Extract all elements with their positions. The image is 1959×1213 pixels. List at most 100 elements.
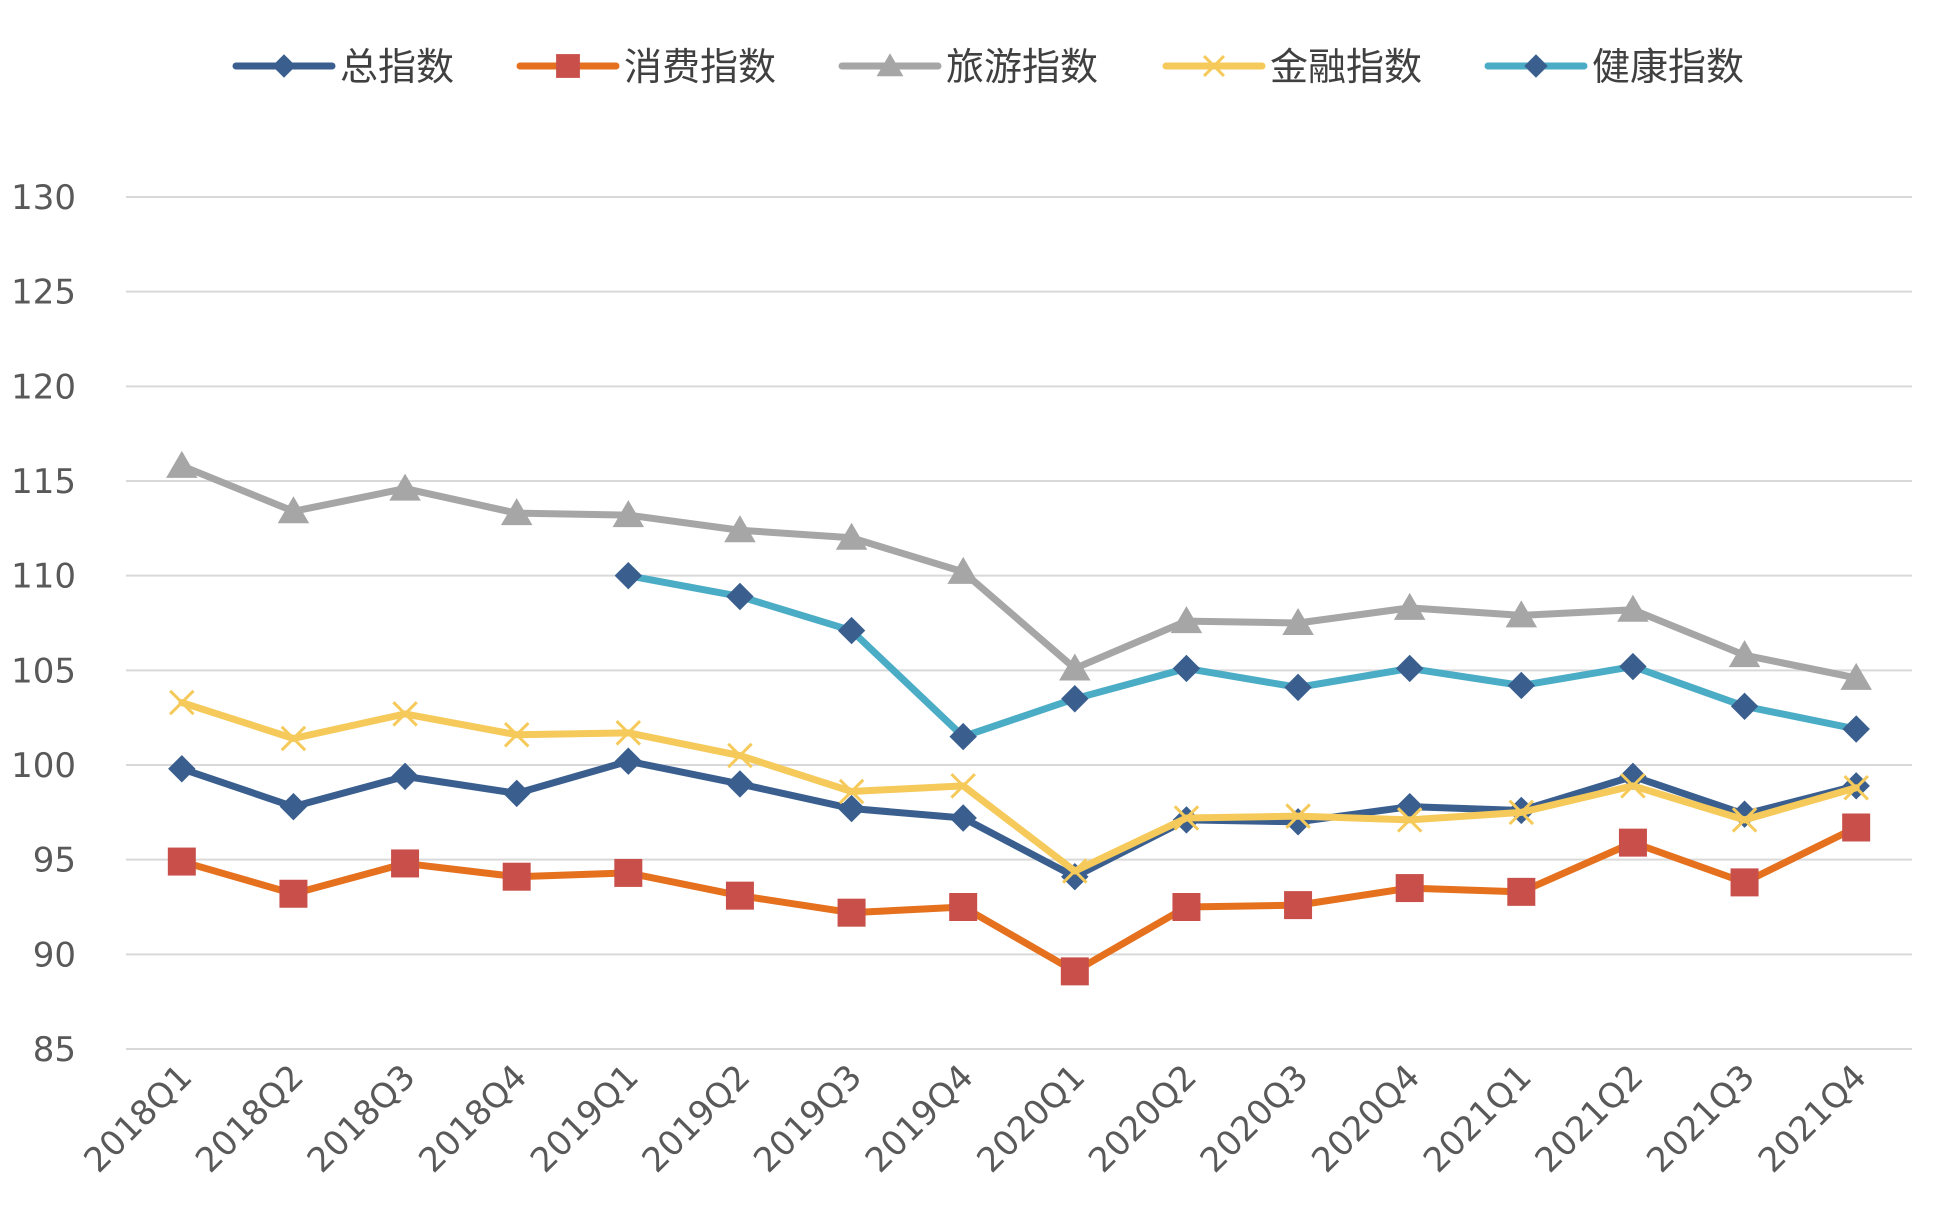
- data-point: [727, 742, 753, 769]
- data-point: [614, 858, 643, 887]
- data-point: [1395, 874, 1424, 903]
- data-point: [280, 725, 307, 752]
- data-point: [389, 473, 421, 501]
- data-point: [1620, 773, 1646, 799]
- data-point: [949, 893, 978, 921]
- data-point: [614, 747, 643, 775]
- legend-item: 金融指数: [1162, 45, 1422, 89]
- x-tick-label: 2020Q3: [1193, 1057, 1317, 1181]
- x-tick-label: 2019Q2: [635, 1057, 759, 1181]
- legend-label: 旅游指数: [946, 45, 1098, 89]
- data-point: [615, 720, 642, 746]
- data-point: [612, 500, 645, 528]
- data-point: [726, 582, 754, 611]
- legend: 总指数 消费指数 旅游指数 金融指数 健康指数: [232, 45, 1744, 89]
- data-point: [502, 862, 531, 891]
- x-tick-label: 2019Q3: [746, 1057, 870, 1181]
- data-point: [1395, 654, 1424, 683]
- data-point: [1507, 877, 1536, 906]
- y-axis-ticks: 85 90 95 100 105 110 115 120 125 130: [11, 178, 76, 1070]
- data-point: [950, 773, 976, 799]
- legend-marker: [876, 53, 904, 77]
- data-point: [502, 779, 531, 808]
- data-point: [838, 778, 865, 805]
- data-point: [1172, 893, 1201, 921]
- legend-item: 健康指数: [1484, 45, 1744, 89]
- data-point: [1285, 803, 1311, 829]
- data-point: [1617, 594, 1649, 622]
- x-tick-label: 2020Q4: [1304, 1057, 1428, 1181]
- series-1-markers: [167, 813, 1871, 986]
- series-3: [169, 689, 1869, 884]
- x-tick-label: 2020Q2: [1081, 1057, 1205, 1181]
- data-point: [1730, 692, 1759, 721]
- legend-marker: [556, 54, 580, 78]
- x-tick-label: 2018Q4: [411, 1057, 535, 1181]
- x-tick-label: 2018Q2: [188, 1057, 312, 1181]
- legend-label: 消费指数: [624, 45, 776, 89]
- data-point: [837, 616, 866, 645]
- y-tick-label: 120: [11, 367, 76, 407]
- legend-marker: [1202, 54, 1226, 78]
- data-point: [503, 721, 530, 748]
- data-point: [167, 847, 196, 876]
- data-point: [837, 794, 866, 823]
- x-tick-label: 2019Q4: [858, 1057, 982, 1181]
- x-tick-label: 2021Q2: [1528, 1057, 1652, 1181]
- data-point: [1842, 813, 1871, 842]
- data-point: [947, 556, 979, 584]
- legend-label: 金融指数: [1270, 45, 1422, 89]
- y-tick-label: 85: [33, 1030, 76, 1070]
- data-point: [1059, 653, 1091, 681]
- data-point: [614, 561, 643, 590]
- data-point: [1396, 807, 1423, 833]
- data-point: [835, 522, 868, 550]
- data-point: [1843, 774, 1869, 801]
- data-point: [1507, 671, 1536, 700]
- y-tick-label: 90: [33, 935, 76, 975]
- data-point: [1284, 673, 1312, 702]
- series-4: [614, 561, 1870, 751]
- series-4-markers: [614, 561, 1870, 751]
- legend-label: 总指数: [340, 45, 454, 89]
- data-point: [1842, 715, 1870, 743]
- series-2-markers: [166, 450, 1872, 690]
- data-point: [1395, 792, 1424, 821]
- data-point: [1728, 640, 1761, 668]
- y-tick-label: 95: [33, 841, 76, 881]
- series-line: [178, 757, 1860, 881]
- data-point: [166, 450, 198, 478]
- data-point: [392, 701, 418, 727]
- series-line: [178, 823, 1860, 975]
- legend-item: 旅游指数: [838, 45, 1098, 89]
- data-point: [391, 762, 419, 791]
- series-line: [178, 699, 1860, 875]
- legend-item: 消费指数: [516, 45, 776, 89]
- legend-marker: [1524, 54, 1548, 78]
- data-point: [279, 792, 308, 821]
- data-point: [279, 879, 308, 908]
- data-point: [277, 496, 310, 524]
- y-tick-label: 125: [11, 273, 76, 313]
- legend-marker: [272, 54, 296, 78]
- data-point: [1060, 957, 1089, 986]
- y-tick-label: 130: [11, 178, 76, 218]
- data-point: [1170, 606, 1203, 634]
- data-point: [1282, 608, 1314, 635]
- x-tick-label: 2019Q1: [523, 1057, 647, 1181]
- data-point: [168, 755, 196, 783]
- data-point: [1731, 807, 1758, 833]
- data-point: [1505, 600, 1538, 628]
- x-axis-ticks: 2018Q12018Q22018Q32018Q42019Q12019Q22019…: [76, 1057, 1874, 1181]
- data-point: [725, 881, 754, 910]
- x-tick-label: 2021Q3: [1639, 1057, 1763, 1181]
- series-1: [167, 813, 1871, 986]
- data-point: [169, 689, 195, 716]
- data-point: [1618, 828, 1647, 857]
- x-tick-label: 2021Q4: [1751, 1057, 1875, 1181]
- data-point: [1173, 805, 1200, 831]
- x-tick-label: 2020Q1: [969, 1057, 1093, 1181]
- y-tick-label: 115: [11, 462, 76, 502]
